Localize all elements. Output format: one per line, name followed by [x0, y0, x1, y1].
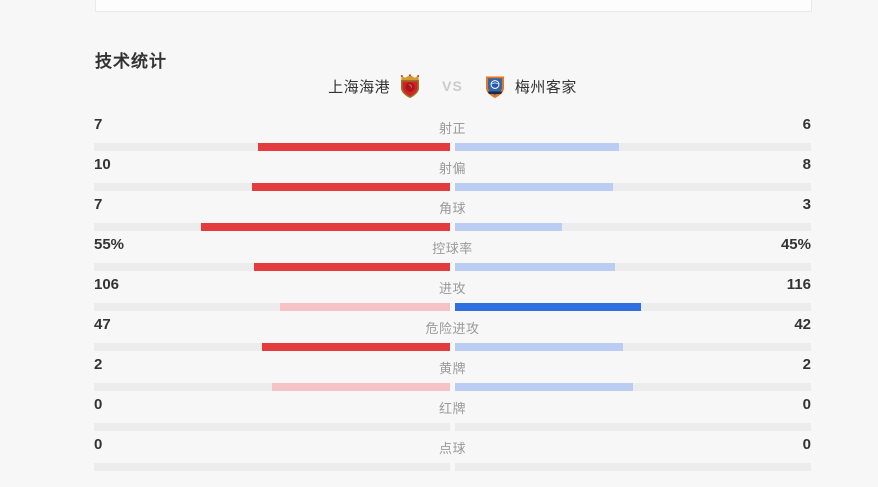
stat-row: 55% 控球率 45%	[94, 232, 811, 272]
stat-row: 0 点球 0	[94, 432, 811, 472]
stats-rows: 7 射正 6 10 射偏 8 7 角球 3 55% 控球率 45% 106 进攻 116 47 危险进攻 42 2 黄…	[94, 112, 811, 472]
home-bar-track	[94, 223, 450, 231]
stat-bar-track	[94, 143, 811, 151]
stat-row: 0 红牌 0	[94, 392, 811, 432]
away-bar	[455, 263, 616, 271]
away-bar-track	[455, 143, 811, 151]
home-team-badge-icon[interactable]	[399, 73, 421, 99]
home-bar-track	[94, 183, 450, 191]
away-bar-track	[455, 263, 811, 271]
home-bar	[200, 223, 450, 231]
home-bar	[254, 263, 450, 271]
stat-label: 角球	[438, 201, 466, 216]
away-bar-track	[455, 343, 811, 351]
away-bar	[455, 183, 614, 191]
stat-label: 进攻	[438, 281, 466, 296]
home-bar	[262, 343, 450, 351]
stat-label: 射正	[438, 121, 466, 136]
away-team-badge-icon[interactable]	[484, 74, 506, 99]
home-value: 7	[94, 196, 103, 213]
home-value: 10	[94, 156, 111, 173]
home-value: 7	[94, 116, 103, 133]
away-bar-track	[455, 223, 811, 231]
stat-bar-track	[94, 343, 811, 351]
home-value: 47	[94, 316, 111, 333]
vs-label: VS	[442, 78, 463, 94]
home-bar-track	[94, 343, 450, 351]
away-value: 0	[802, 396, 811, 413]
away-bar	[455, 303, 642, 311]
home-bar-track	[94, 463, 450, 471]
top-card-bottom-edge	[95, 0, 812, 12]
home-bar-track	[94, 263, 450, 271]
stat-bar-track	[94, 423, 811, 431]
home-bar-track	[94, 423, 450, 431]
home-bar-track	[94, 383, 450, 391]
stat-bar-track	[94, 463, 811, 471]
stat-bar-track	[94, 183, 811, 191]
home-value: 0	[94, 396, 103, 413]
home-bar	[272, 383, 450, 391]
away-value: 116	[786, 276, 811, 293]
home-bar-track	[94, 303, 450, 311]
home-bar-track	[94, 143, 450, 151]
away-bar	[455, 143, 620, 151]
page-title: 技术统计	[95, 52, 167, 72]
stat-label: 控球率	[432, 241, 473, 256]
stat-label: 黄牌	[438, 361, 466, 376]
away-value: 8	[802, 156, 811, 173]
away-bar	[455, 343, 623, 351]
home-value: 0	[94, 436, 103, 453]
stat-row: 7 角球 3	[94, 192, 811, 232]
away-value: 3	[802, 196, 811, 213]
stat-label: 危险进攻	[425, 321, 480, 336]
home-value: 2	[94, 356, 103, 373]
away-bar-track	[455, 303, 811, 311]
stat-bar-track	[94, 223, 811, 231]
home-bar	[252, 183, 450, 191]
stat-label: 红牌	[438, 401, 466, 416]
stat-row: 2 黄牌 2	[94, 352, 811, 392]
home-value: 55%	[94, 236, 125, 253]
away-bar-track	[455, 383, 811, 391]
away-value: 2	[802, 356, 811, 373]
away-value: 42	[794, 316, 811, 333]
stat-bar-track	[94, 263, 811, 271]
stat-row: 10 射偏 8	[94, 152, 811, 192]
home-value: 106	[94, 276, 120, 293]
away-bar	[455, 223, 562, 231]
away-value: 0	[802, 436, 811, 453]
stat-bar-track	[94, 383, 811, 391]
away-bar-track	[455, 183, 811, 191]
away-team-name[interactable]: 梅州客家	[514, 78, 577, 96]
stat-label: 点球	[438, 441, 466, 456]
stat-bar-track	[94, 303, 811, 311]
away-bar-track	[455, 423, 811, 431]
home-bar	[258, 143, 450, 151]
away-bar-track	[455, 463, 811, 471]
stat-label: 射偏	[438, 161, 466, 176]
away-value: 6	[802, 116, 811, 133]
stat-row: 47 危险进攻 42	[94, 312, 811, 352]
teams-header: 上海海港 VS 梅州客家	[94, 72, 811, 100]
home-team-name[interactable]: 上海海港	[328, 78, 391, 96]
away-value: 45%	[780, 236, 811, 253]
away-bar	[455, 383, 633, 391]
home-bar	[280, 303, 450, 311]
stat-row: 106 进攻 116	[94, 272, 811, 312]
stat-row: 7 射正 6	[94, 112, 811, 152]
